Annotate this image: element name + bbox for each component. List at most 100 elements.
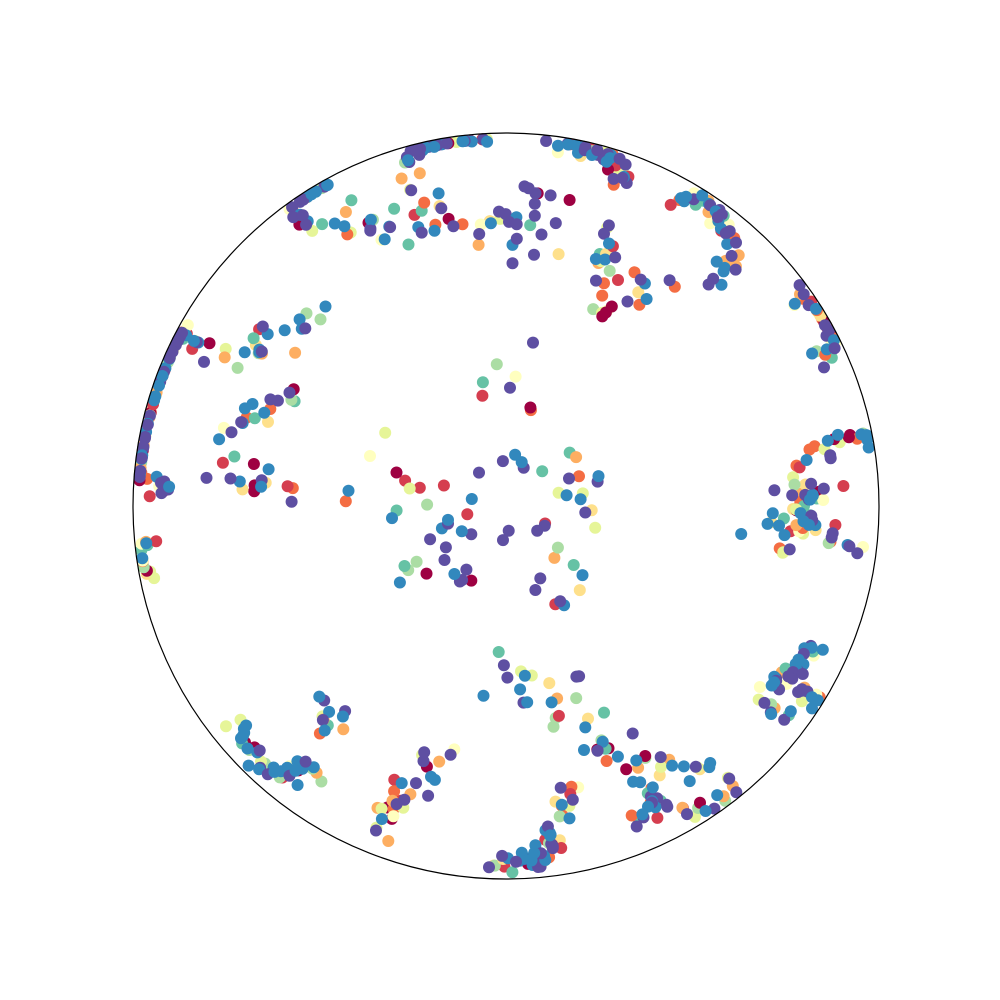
scatter-point [552,139,564,152]
scatter-point [677,760,690,773]
scatter-point [253,744,266,757]
scatter-point [283,386,296,399]
scatter-point [796,668,809,680]
scatter-point [646,781,659,794]
scatter-point [576,569,589,582]
scatter-point [262,415,274,428]
scatter-point [758,696,771,709]
scatter-point [821,434,834,447]
scatter-point [395,172,408,185]
scatter-point [163,352,176,364]
scatter-point [696,189,709,202]
scatter-point [281,480,294,493]
scatter-point [510,218,523,231]
scatter-point [134,464,147,477]
scatter-point [702,278,715,291]
scatter-point [761,517,774,530]
scatter-point [725,249,738,262]
scatter-point [318,724,331,737]
scatter-point [444,748,457,761]
scatter-point [600,755,613,767]
scatter-point [528,197,541,210]
scatter-point [621,295,634,308]
scatter-point [817,494,830,506]
scatter-point [806,347,819,360]
scatter-point [438,554,451,566]
scatter-point [473,466,485,479]
scatter-point [551,541,564,554]
scatter-point [609,251,622,264]
scatter-point [465,574,478,587]
scatter-point [642,800,654,813]
scatter-point [203,337,216,350]
scatter-point [163,480,176,493]
scatter-point [527,336,539,349]
scatter-point [553,810,566,823]
scatter-point [663,274,676,287]
scatter-point [535,228,548,241]
scatter-point [398,560,411,572]
scatter-point [338,220,351,233]
scatter-point [735,528,748,540]
scatter-point [681,808,693,821]
scatter-point [141,418,154,431]
scatter-point [418,196,431,209]
scatter-point [831,428,844,441]
scatter-point [336,710,349,723]
scatter-point [803,443,816,456]
scatter-point [442,513,454,526]
scatter-point [323,705,336,718]
scatter-point [413,167,426,180]
scatter-point [506,866,519,879]
scatter-point [612,274,624,286]
scatter-point [715,278,728,291]
scatter-point [824,452,837,465]
scatter-point [826,527,839,540]
scatter-point [786,489,799,502]
scatter-point [435,202,448,215]
scatter-point [524,401,537,414]
scatter-point [156,370,169,382]
scatter-point [497,534,509,547]
scatter-point [465,528,478,541]
scatter-point [384,221,397,234]
scatter-point [525,853,538,866]
scatter-point [528,209,541,222]
scatter-point [842,431,855,444]
scatter-point [611,750,624,763]
scatter-point [379,426,392,439]
scatter-point [626,727,639,740]
scatter-point [493,205,505,218]
scatter-point [337,723,350,736]
scatter-point [339,206,352,218]
scatter-point [428,773,441,786]
scatter-point [242,759,255,772]
scatter-point [420,567,433,580]
scatter-point [140,537,153,550]
scatter-point [599,253,611,266]
scatter-point [455,525,468,538]
scatter-point [574,493,587,506]
scatter-point [339,495,352,508]
scatter-point [603,237,615,250]
scatter-point [843,540,856,553]
scatter-point [305,188,318,201]
scatter-point [563,194,576,206]
scatter-point [816,643,829,656]
scatter-point [540,135,553,147]
scatter-point [490,358,503,371]
scatter-point [704,757,717,769]
scatter-point [393,576,406,589]
points-layer [133,133,875,879]
scatter-point [765,708,778,720]
scatter-point [313,690,326,703]
scatter-point [321,179,334,192]
scatter-point [268,765,281,778]
disk-boundary [132,132,880,880]
scatter-point [390,466,403,479]
scatter-point [472,238,485,251]
scatter-point [461,508,474,521]
scatter-point [784,705,797,718]
